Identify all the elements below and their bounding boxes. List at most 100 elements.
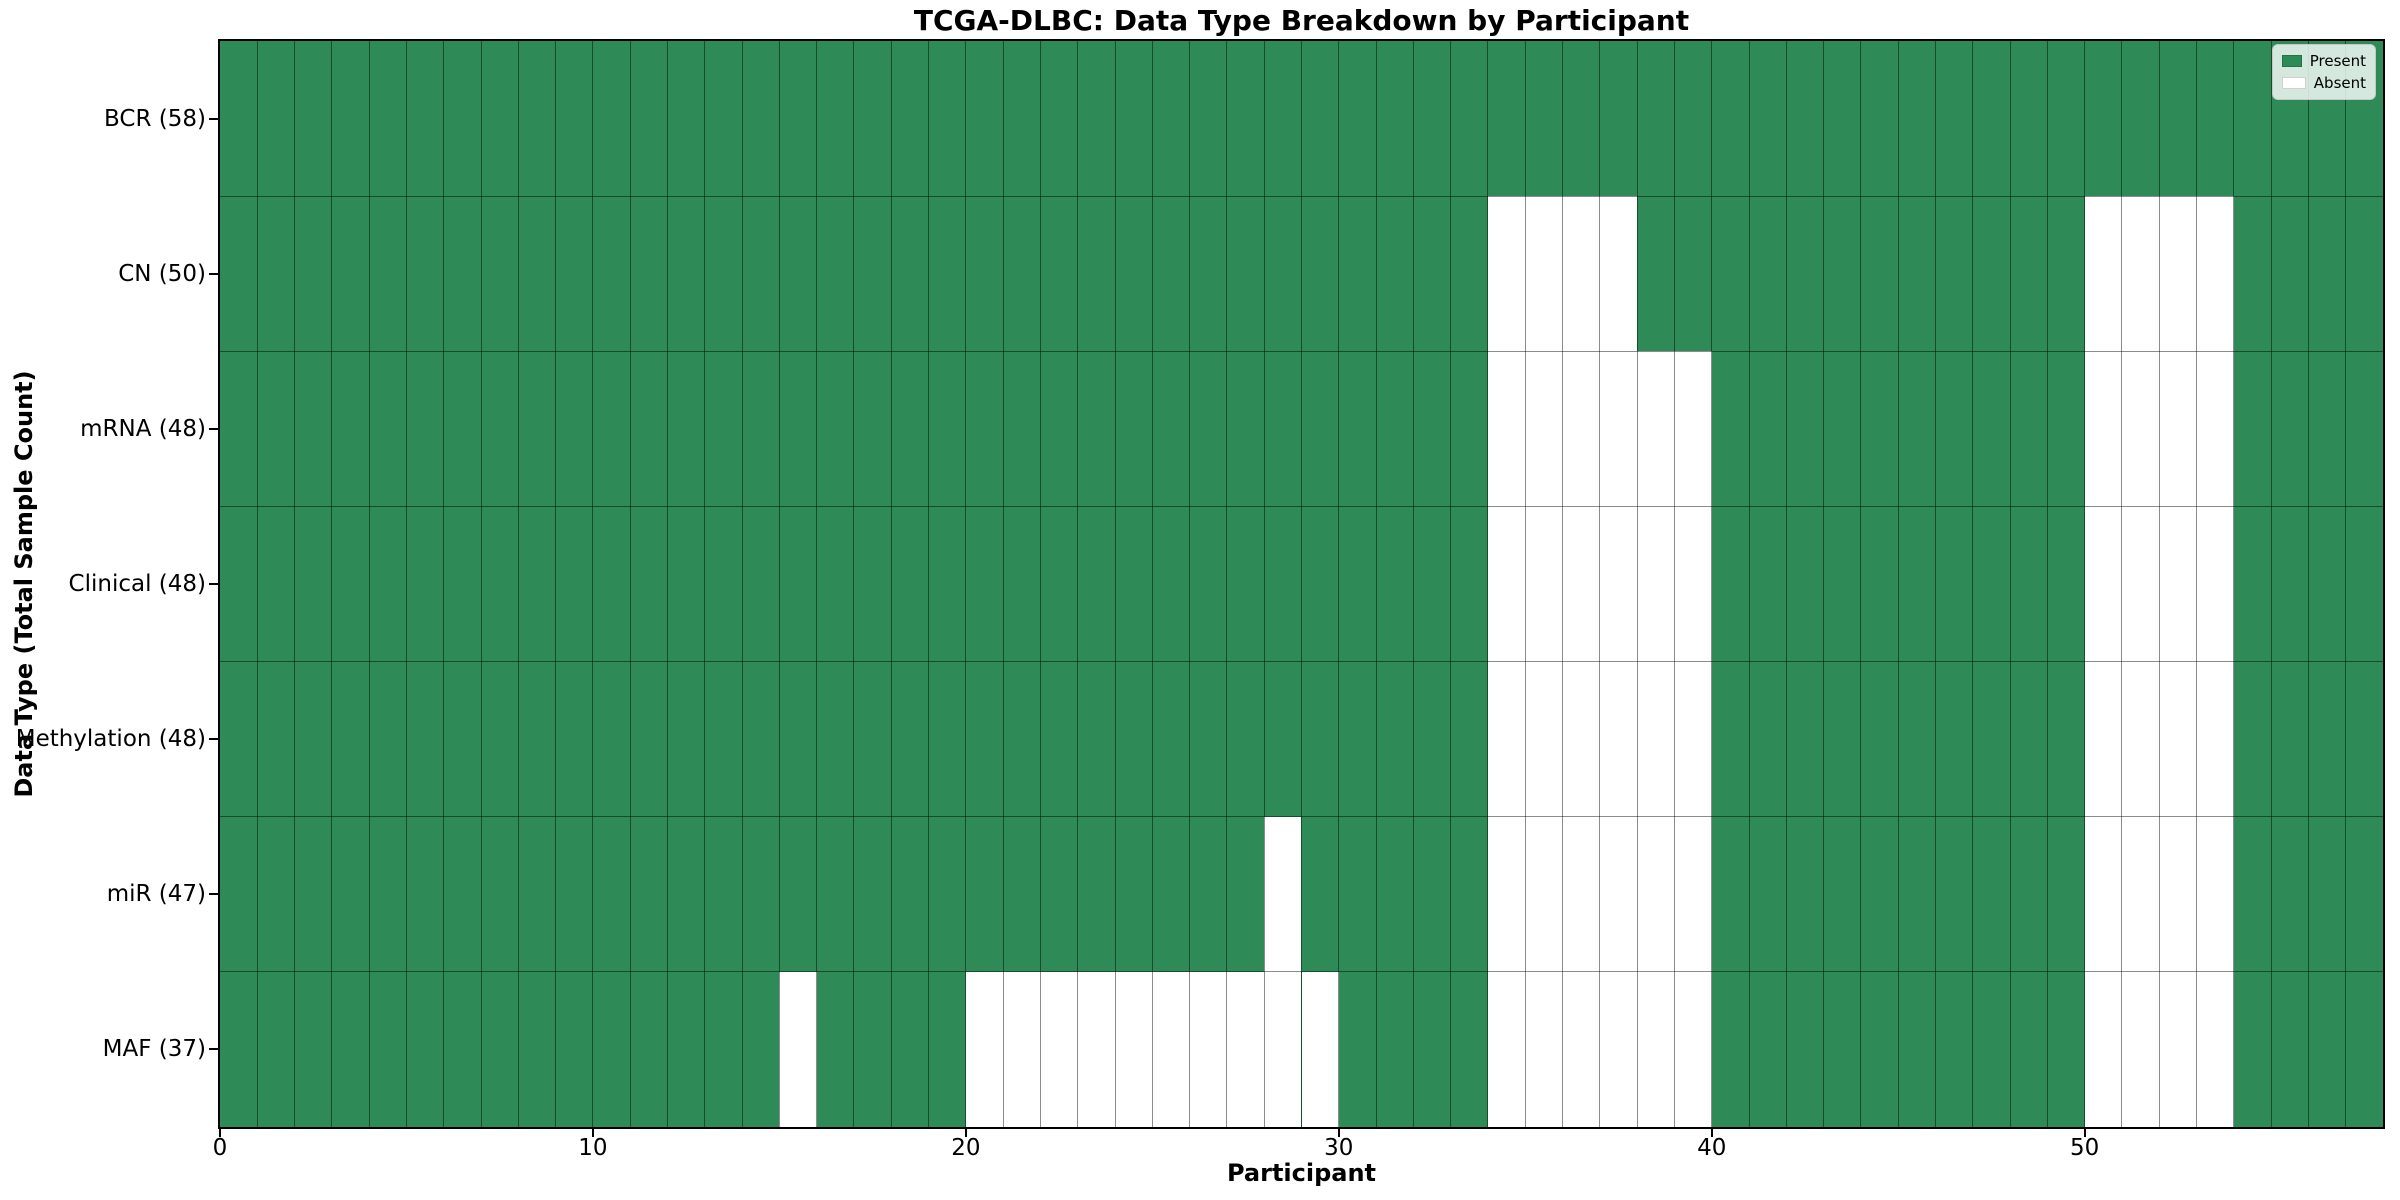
gridline-vertical	[2009, 41, 2011, 1127]
x-tick-mark	[2083, 1127, 2086, 1137]
gridline-vertical	[2345, 41, 2347, 1127]
absent-cell	[1637, 661, 1675, 817]
absent-cell	[1040, 971, 1078, 1127]
absent-cell	[2121, 971, 2160, 1127]
gridline-vertical	[592, 41, 594, 1127]
absent-cell	[1674, 506, 1712, 662]
y-tick-label: Clinical (48)	[68, 571, 206, 597]
absent-cell	[2196, 351, 2234, 507]
gridline-vertical	[2270, 41, 2272, 1127]
absent-cell	[2159, 351, 2197, 507]
gridline-vertical	[2233, 41, 2235, 1127]
absent-cell	[2121, 196, 2160, 352]
y-tick-label: BCR (58)	[104, 105, 206, 132]
absent-cell	[1189, 971, 1227, 1127]
y-tick-mark	[209, 583, 220, 585]
x-tick-label: 50	[2070, 1135, 2100, 1161]
gridline-vertical	[1860, 41, 1862, 1127]
absent-cell	[779, 971, 817, 1127]
gridline-vertical	[928, 41, 930, 1127]
absent-cell	[2084, 506, 2122, 662]
absent-cell	[1674, 661, 1712, 817]
absent-cell	[1525, 971, 1563, 1127]
gridline-horizontal	[220, 661, 2383, 663]
gridline-vertical	[517, 41, 519, 1127]
x-tick-label: 40	[1697, 1135, 1727, 1161]
gridline-vertical	[629, 41, 631, 1127]
gridline-vertical	[1487, 41, 1489, 1127]
absent-cell	[1487, 506, 1526, 662]
gridline-vertical	[816, 41, 818, 1127]
legend-label: Present	[2309, 52, 2366, 70]
gridline-vertical	[1039, 41, 1041, 1127]
gridline-vertical	[2046, 41, 2048, 1127]
absent-cell	[1525, 351, 1563, 507]
y-tick-mark	[209, 272, 220, 275]
absent-cell	[1637, 351, 1675, 507]
absent-cell	[1599, 351, 1638, 507]
absent-cell	[1003, 971, 1041, 1127]
absent-cell	[1599, 506, 1638, 662]
legend-label: Absent	[2313, 74, 2366, 92]
y-tick-label: miR (47)	[106, 881, 206, 908]
absent-cell	[2121, 816, 2160, 972]
gridline-vertical	[405, 41, 407, 1127]
absent-cell	[1264, 816, 1302, 972]
absent-cell	[2196, 506, 2234, 662]
absent-cell	[2159, 661, 2197, 817]
gridline-vertical	[443, 41, 445, 1127]
gridline-horizontal	[220, 195, 2383, 197]
absent-cell	[2196, 196, 2234, 352]
y-tick-label: Methylation (48)	[15, 726, 206, 753]
gridline-vertical	[368, 41, 370, 1127]
gridline-vertical	[1189, 41, 1191, 1127]
absent-cell	[2084, 351, 2122, 507]
gridline-vertical	[256, 41, 258, 1127]
legend-swatch-absent	[2282, 77, 2306, 89]
absent-cell	[1674, 971, 1712, 1127]
absent-cell	[1562, 661, 1600, 817]
absent-cell	[1562, 971, 1600, 1127]
gridline-vertical	[2121, 41, 2123, 1127]
gridline-vertical	[1226, 41, 1228, 1127]
gridline-vertical	[1636, 41, 1638, 1127]
absent-cell	[2196, 661, 2234, 817]
gridline-horizontal	[220, 971, 2383, 973]
absent-cell	[2159, 816, 2197, 972]
absent-cell	[1562, 196, 1600, 352]
absent-cell	[1525, 816, 1563, 972]
absent-cell	[1487, 351, 1526, 507]
absent-cell	[1487, 971, 1526, 1127]
absent-cell	[1077, 971, 1116, 1127]
gridline-vertical	[1002, 41, 1004, 1127]
gridline-vertical	[2158, 41, 2160, 1127]
gridline-vertical	[1562, 41, 1564, 1127]
legend: Present Absent	[2272, 44, 2376, 100]
gridline-vertical	[778, 41, 780, 1127]
y-tick-mark	[209, 738, 220, 741]
y-tick-mark	[209, 1048, 220, 1051]
x-tick-label: 10	[578, 1135, 608, 1161]
absent-cell	[2159, 196, 2197, 352]
absent-cell	[2196, 816, 2234, 972]
gridline-vertical	[965, 41, 967, 1127]
gridline-vertical	[2084, 41, 2086, 1127]
gridline-vertical	[853, 41, 855, 1127]
plot-area	[220, 41, 2383, 1127]
absent-cell	[1599, 971, 1638, 1127]
x-tick-label: 20	[951, 1135, 981, 1161]
absent-cell	[1562, 506, 1600, 662]
absent-cell	[1264, 971, 1302, 1127]
absent-cell	[1637, 971, 1675, 1127]
absent-cell	[1226, 971, 1265, 1127]
y-tick-mark	[209, 117, 220, 120]
y-tick-mark	[209, 893, 220, 896]
gridline-vertical	[1711, 41, 1713, 1127]
legend-item: Absent	[2282, 75, 2366, 91]
absent-cell	[2084, 196, 2122, 352]
x-tick-label: 30	[1324, 1135, 1354, 1161]
absent-cell	[2084, 816, 2122, 972]
absent-cell	[2121, 351, 2160, 507]
legend-swatch-present	[2282, 55, 2302, 67]
